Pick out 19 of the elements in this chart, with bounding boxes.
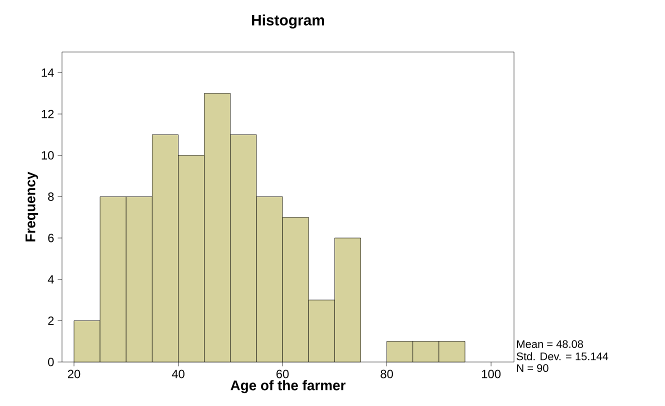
text: Std. Dev. = 15.144 [516,352,608,360]
x-tick-label: 20 [68,370,80,378]
y-tick-label: 8 [48,192,54,201]
y-axis-title: Frequency [26,172,38,242]
y-tick-label: 10 [42,151,54,160]
x-axis-title: Age of the farmer [230,380,346,394]
chart-title: Histogram [252,14,324,29]
text: N = 90 [517,364,548,372]
x-tick-label: 40 [172,370,184,378]
y-tick-label: 2 [48,316,54,325]
y-tick-label: 14 [42,68,54,77]
x-tick-label: 60 [276,370,289,378]
x-tick-label: 100 [482,370,501,378]
y-tick-label: 12 [42,110,54,118]
x-tick-label: 80 [380,370,393,378]
y-tick-label: 6 [48,234,54,242]
y-tick-label: 4 [48,275,54,284]
y-tick-label: 0 [48,358,54,366]
text: Mean = 48.08 [517,340,584,348]
